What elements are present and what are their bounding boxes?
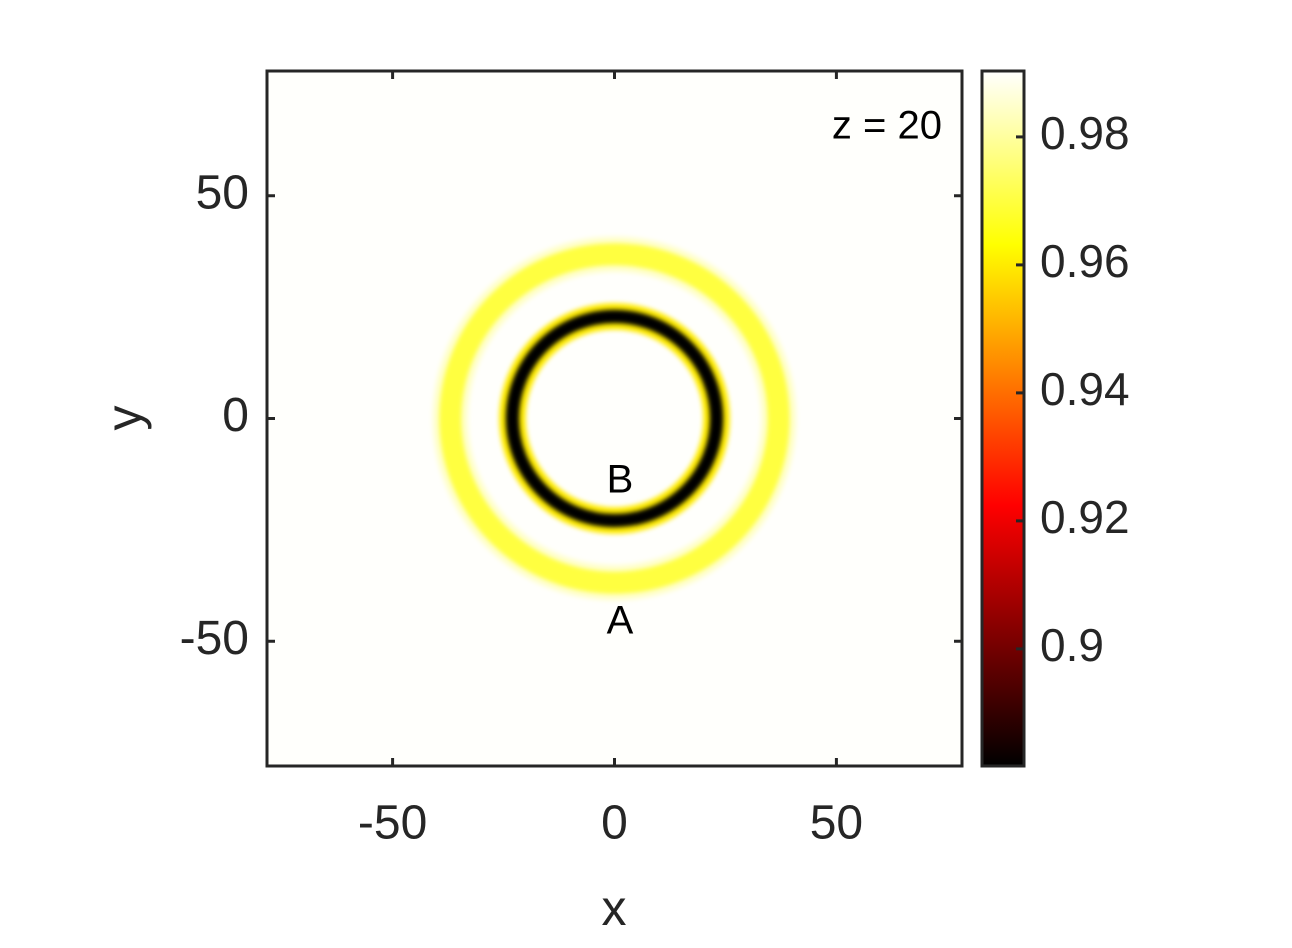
x-tick-label: 0 [601, 797, 628, 850]
x-tick-label: -50 [358, 797, 427, 850]
y-tick-label: 0 [222, 389, 249, 442]
x-tick-label: 50 [810, 797, 863, 850]
annotation: B [607, 458, 634, 502]
y-tick-label: 50 [196, 166, 249, 219]
colorbar-tick-label: 0.96 [1040, 235, 1130, 287]
y-tick-label: -50 [180, 612, 249, 665]
colorbar-tick-label: 0.9 [1040, 619, 1104, 671]
colorbar-tick-label: 0.94 [1040, 363, 1130, 415]
annotation: z = 20 [832, 104, 942, 148]
y-axis-label: y [96, 406, 152, 431]
colorbar-tick-label: 0.98 [1040, 107, 1130, 159]
ring [439, 243, 790, 594]
annotation: A [607, 599, 634, 643]
colorbar [980, 69, 1026, 768]
colorbar-tick-label: 0.92 [1040, 491, 1130, 543]
ring [505, 309, 724, 528]
x-axis-label: x [602, 880, 627, 936]
background-field [267, 71, 962, 766]
plot-area [267, 71, 962, 766]
